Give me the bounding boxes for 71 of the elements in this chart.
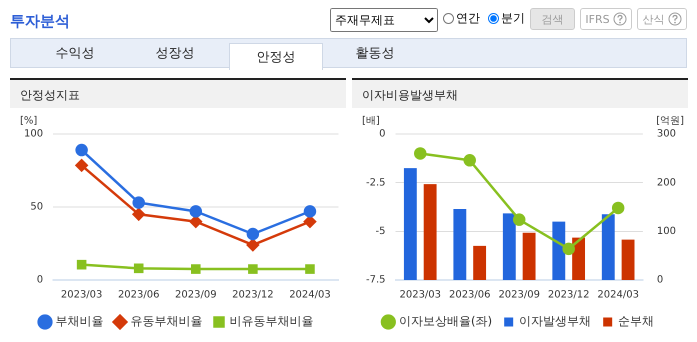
bar [404,168,417,280]
text: 활동성 [354,45,396,63]
point [512,213,526,226]
text: 주재무제표 [330,8,438,32]
y-tick-label: -7.5 [366,274,386,286]
point [612,202,624,214]
text: 안정성 [229,43,323,70]
point [305,264,315,274]
chart-title: 안정성지표 [10,78,346,108]
chart-title: 이자비용발생부채 [352,78,688,108]
x-tick-label: 2024/03 [289,290,331,301]
y2-axis-title: [억원] [656,116,684,127]
text: 연간 [455,10,480,27]
y-axis-title: [%] [20,116,38,127]
point [304,205,316,218]
text: 수익성 [54,45,96,63]
text: IFRS [585,12,610,26]
y2-tick-label: 0 [656,274,664,286]
x-tick-label: 2024/03 [597,290,639,301]
y-tick-label: 50 [30,202,44,213]
bar [473,246,486,280]
point [246,238,260,252]
point [132,208,145,221]
text: 성장성 [154,45,196,63]
point [132,196,145,209]
y2-tick-label: 300 [656,128,676,140]
bar [453,208,466,280]
x-tick-label: 2023/03 [60,290,102,301]
legend-label: 순부채 [618,314,654,328]
y-tick-label: 0 [36,274,44,286]
point [414,147,426,160]
y-axis-title: [배] [362,116,380,127]
bar [424,184,437,280]
legend-label: 이자보상배율(좌) [398,314,492,328]
y-tick-label: 0 [379,128,386,140]
x-tick-label: 2023/09 [175,290,217,301]
text: 투자분석 [10,12,70,31]
point [76,260,86,270]
x-tick-label: 2023/06 [118,290,160,301]
y-tick-label: -2.5 [366,177,386,188]
point [246,228,260,240]
point [463,154,476,167]
bar [502,213,516,280]
y2-tick-label: 200 [656,177,676,188]
legend-label: 부채비율 [56,314,104,328]
bar [572,238,586,280]
legend-label: 이자발생부채 [519,314,592,328]
text: 산식 [642,12,664,26]
point [191,264,201,274]
point [562,242,575,256]
x-tick-label: 2023/03 [399,290,442,301]
bar [602,214,615,280]
point [75,144,88,156]
bar [552,222,566,280]
point [248,264,258,274]
text: 검색 [542,12,564,26]
x-tick-label: 2023/12 [548,290,590,301]
point [134,264,144,274]
point [75,159,88,172]
x-tick-label: 2023/09 [498,290,540,301]
bar [622,240,634,280]
y-tick-label: -5 [376,226,386,237]
point [190,205,202,218]
y-tick-label: 100 [24,128,44,140]
x-tick-label: 2023/06 [448,290,491,301]
legend-label: 비유동부채비율 [230,314,314,328]
legend-label: 유동부채비율 [130,314,202,328]
x-tick-label: 2023/12 [232,290,274,301]
y2-tick-label: 100 [656,226,676,237]
text: 분기 [500,10,525,27]
bar [522,232,536,280]
